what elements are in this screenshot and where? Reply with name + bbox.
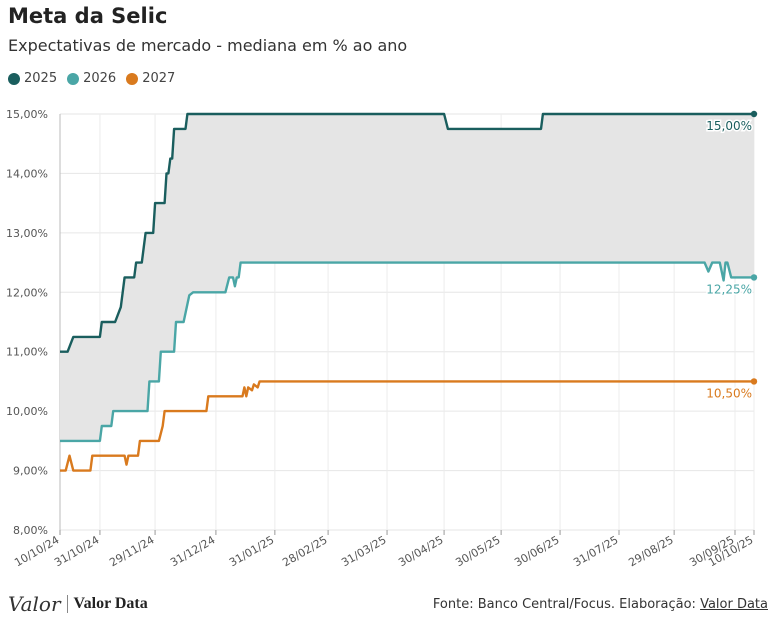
legend-item-2026[interactable]: 2026 [67,71,116,86]
y-tick-label: 8,00% [13,524,48,537]
x-tick-label: 31/10/24 [52,533,101,569]
y-tick-label: 9,00% [13,465,48,478]
series-endpoint [750,110,758,118]
y-tick-label: 15,00% [6,108,48,121]
line-chart: 8,00% 9,00% 10,00% 11,00% 12,00% 13,00% 14,00%… [6,108,758,569]
source-text: Fonte: Banco Central/Focus. Elaboração: [432,597,701,612]
legend-label: 2027 [142,71,176,86]
series-endpoint [750,274,758,281]
x-tick-label: 28/02/25 [280,533,329,569]
x-tick-label: 29/08/25 [626,533,675,569]
legend-item-2025[interactable]: 2025 [8,71,57,86]
series-line-2027 [60,380,754,472]
series-line-2026 [60,261,754,443]
x-tick-label: 30/06/25 [512,533,561,569]
y-tick-label: 12,00% [6,286,48,299]
logo-divider [66,595,68,613]
chart-title: Meta da Selic [8,4,168,28]
y-tick-label: 10,00% [6,405,48,418]
x-tick-label: 29/11/24 [107,533,156,569]
legend-label: 2025 [24,71,58,86]
x-tick-label: 31/01/25 [227,533,276,569]
legend-dot-icon [126,72,139,85]
legend-dot-icon [8,72,20,85]
x-tick-label: 30/05/25 [453,533,502,569]
end-value-label: 10,50% [706,386,752,400]
x-tick-label: 31/07/25 [571,533,620,569]
range-band [60,114,754,441]
x-tick-label: 30/04/25 [396,533,445,569]
source-link[interactable]: Valor Data [700,597,768,612]
series-line-2025 [60,112,754,353]
legend-item-2027[interactable]: 2027 [126,71,175,86]
series-endpoint [750,378,758,385]
end-value-label: 15,00% [706,119,752,133]
x-tick-label: 31/03/25 [339,533,388,569]
y-tick-label: 11,00% [6,346,48,359]
legend-label: 2026 [83,71,117,86]
footer-logo: Valor Valor Data [8,592,148,616]
y-tick-label: 13,00% [6,227,48,240]
x-tick-label: 31/12/24 [168,533,217,569]
valor-logo: Valor [8,592,61,616]
x-tick-label: 10/10/24 [12,533,61,569]
source-note: Fonte: Banco Central/Focus. Elaboração: … [433,597,768,612]
y-tick-label: 14,00% [6,167,48,180]
legend: 2025 2026 2027 [8,71,175,86]
valor-data-logo: Valor Data [73,595,148,612]
legend-dot-icon [67,72,80,85]
chart-subtitle: Expectativas de mercado - mediana em % a… [8,36,408,55]
end-value-label: 12,25% [706,282,752,296]
